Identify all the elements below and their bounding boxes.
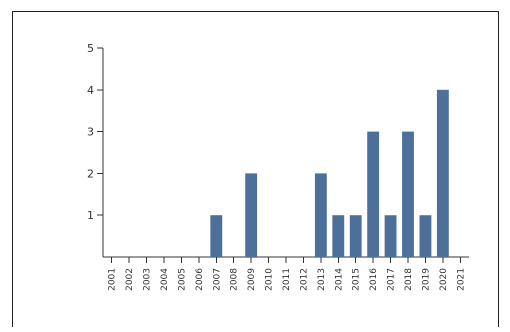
x-axis: 2001 2002 2003 2004 2005 2006 2007 2008 2009 2010… bbox=[103, 256, 469, 291]
x-tick-label: 2002 bbox=[125, 268, 135, 291]
bar-2007 bbox=[210, 215, 223, 257]
x-tick-label: 2005 bbox=[177, 268, 187, 291]
x-tick-label: 2016 bbox=[369, 268, 379, 291]
x-tick-label: 2013 bbox=[317, 268, 327, 291]
x-tick-label: 2018 bbox=[404, 268, 414, 291]
y-axis: 1 2 3 4 5 bbox=[87, 42, 104, 257]
bars bbox=[210, 89, 449, 257]
chart-panel bbox=[12, 11, 499, 327]
bar-2018 bbox=[402, 131, 414, 257]
x-tick-label: 2012 bbox=[299, 268, 309, 291]
x-tick-label: 2021 bbox=[456, 268, 466, 291]
y-tick-label: 2 bbox=[87, 167, 94, 180]
x-tick-label: 2007 bbox=[212, 268, 222, 291]
bar-2017 bbox=[384, 215, 397, 257]
y-tick-label: 1 bbox=[87, 209, 94, 222]
x-tick-label: 2001 bbox=[108, 268, 118, 291]
bar-2020 bbox=[436, 89, 449, 257]
x-tick-label: 2003 bbox=[143, 268, 153, 291]
x-tick-label: 2006 bbox=[195, 268, 205, 291]
x-tick-label: 2019 bbox=[421, 268, 431, 291]
bar-2015 bbox=[349, 215, 362, 257]
bar-2009 bbox=[245, 173, 258, 257]
bar-2013 bbox=[314, 173, 327, 257]
y-tick-label: 4 bbox=[87, 84, 94, 97]
x-tick-label: 2014 bbox=[334, 268, 344, 291]
y-tick-label: 5 bbox=[87, 42, 94, 55]
bar-2014 bbox=[332, 215, 345, 257]
x-tick-label: 2008 bbox=[230, 268, 240, 291]
x-tick-label: 2017 bbox=[387, 268, 397, 291]
bar-2019 bbox=[419, 215, 432, 257]
bar-2016 bbox=[367, 131, 380, 257]
x-tick-label: 2010 bbox=[265, 268, 275, 291]
x-tick-label: 2020 bbox=[439, 268, 449, 291]
y-tick-label: 3 bbox=[87, 126, 94, 139]
x-tick-label: 2015 bbox=[352, 268, 362, 291]
x-tick-label: 2009 bbox=[247, 268, 257, 291]
x-tick-label: 2011 bbox=[282, 268, 292, 291]
x-tick-label: 2004 bbox=[160, 268, 170, 291]
